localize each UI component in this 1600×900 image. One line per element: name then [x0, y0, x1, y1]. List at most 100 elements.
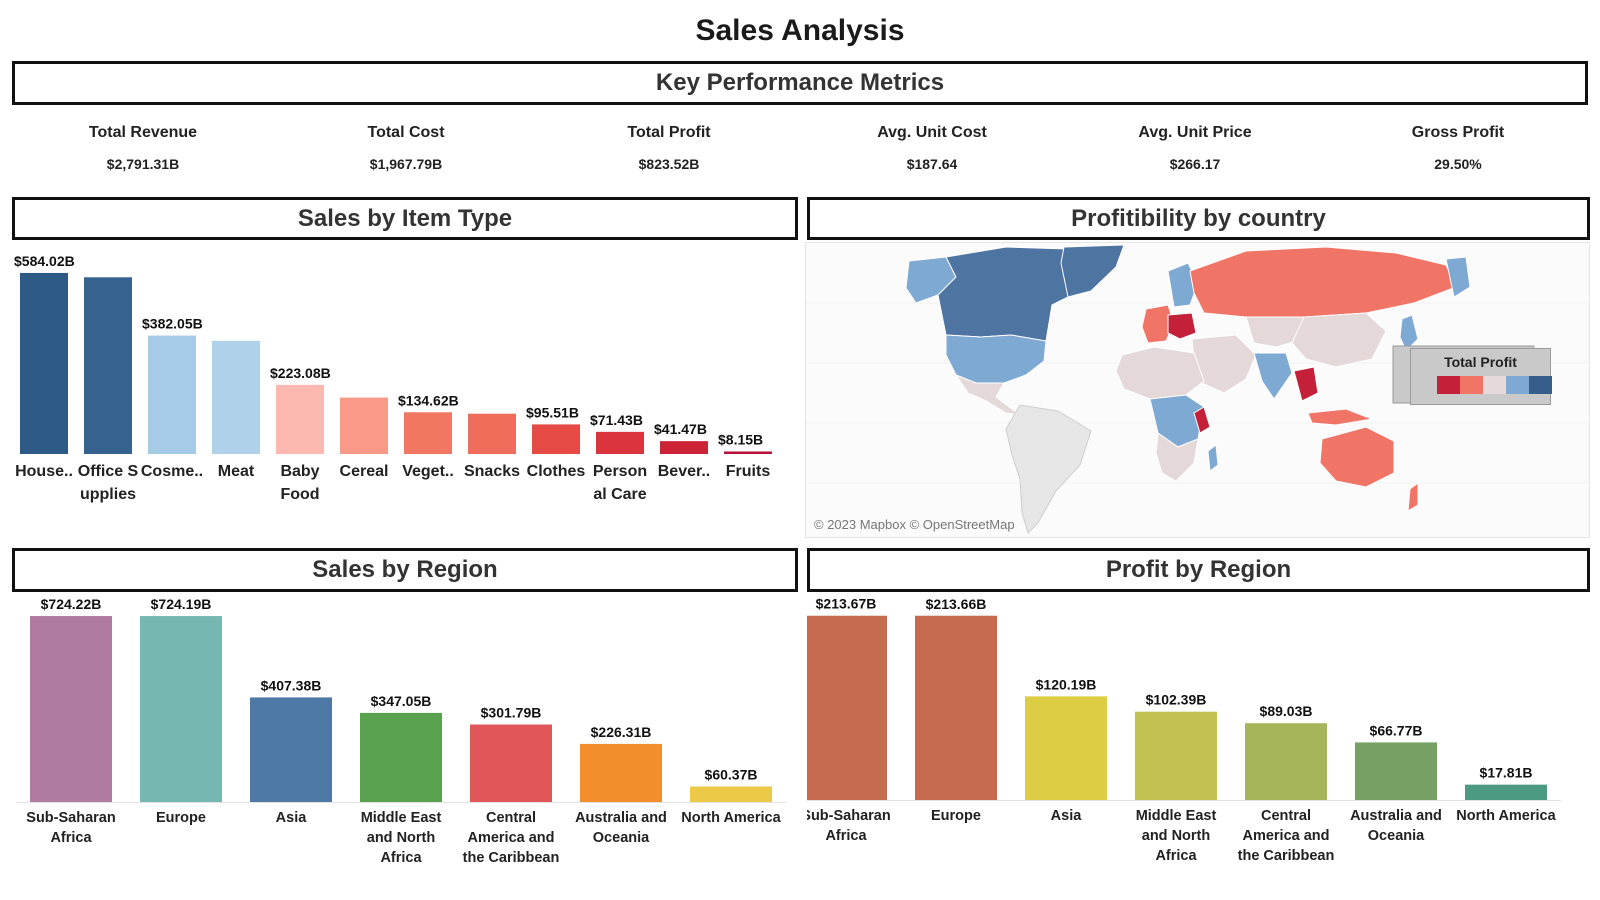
- bar-personal-care[interactable]: [596, 431, 644, 454]
- map-africa-south[interactable]: [1155, 432, 1199, 482]
- data-label: $95.51B: [526, 404, 579, 420]
- bar-sub-saharan-africa[interactable]: [30, 616, 112, 802]
- category-label: Australia and: [1350, 808, 1442, 824]
- legend-swatch: [1437, 376, 1460, 394]
- category-label: America and: [467, 830, 554, 846]
- bar-meat[interactable]: [212, 340, 260, 454]
- category-label: Europe: [156, 810, 206, 826]
- map-new-zealand[interactable]: [1407, 482, 1419, 512]
- category-label: Sub-Saharan: [26, 810, 115, 826]
- legend-color-scale: [1437, 376, 1552, 394]
- legend-swatch: [1483, 376, 1506, 394]
- data-label: $134.62B: [398, 392, 459, 408]
- category-label: Central: [486, 810, 536, 826]
- map-indonesia[interactable]: [1307, 408, 1374, 426]
- map-western-europe[interactable]: [1141, 304, 1175, 344]
- map-central-europe[interactable]: [1167, 312, 1197, 340]
- bar-office-supplies[interactable]: [84, 277, 132, 454]
- data-label: $8.15B: [718, 431, 763, 447]
- region-sales-chart-header: Sales by Region: [12, 548, 798, 592]
- bar-asia[interactable]: [1025, 696, 1107, 800]
- legend-title: Total Profit: [1444, 354, 1517, 370]
- bar-australia-and-oceania[interactable]: [580, 743, 662, 802]
- bar-clothes[interactable]: [532, 424, 580, 454]
- bar-central-america-and-the-caribbean[interactable]: [1245, 723, 1327, 800]
- map-greenland[interactable]: [1060, 244, 1125, 298]
- bar-cereal[interactable]: [340, 397, 388, 454]
- bar-north-america[interactable]: [690, 786, 772, 802]
- map-madagascar[interactable]: [1207, 444, 1219, 472]
- category-label: upplies: [80, 486, 136, 503]
- bar-cosme-[interactable]: [148, 335, 196, 454]
- bar-europe[interactable]: [140, 616, 222, 802]
- map-header: Profitibility by country: [807, 197, 1590, 240]
- map-southeast-asia[interactable]: [1293, 366, 1319, 402]
- bar-veget-[interactable]: [404, 412, 452, 454]
- map-kamchatka[interactable]: [1445, 256, 1471, 298]
- bar-asia[interactable]: [250, 697, 332, 802]
- map-china[interactable]: [1291, 312, 1387, 368]
- data-label: $213.66B: [926, 596, 987, 612]
- data-label: $17.81B: [1480, 765, 1533, 781]
- region-sales-chart-title: Sales by Region: [312, 556, 498, 583]
- category-label: Fruits: [726, 463, 771, 480]
- map-legend-panel: Total Profit: [1410, 348, 1552, 405]
- map-middle-east[interactable]: [1191, 334, 1257, 394]
- category-label: Clothes: [527, 463, 586, 480]
- category-label: America and: [1242, 828, 1329, 844]
- bar-snacks[interactable]: [468, 413, 516, 454]
- category-label: Baby: [280, 463, 319, 480]
- bar-middle-east-and-north-africa[interactable]: [360, 712, 442, 802]
- dashboard-title: Sales Analysis: [695, 14, 905, 47]
- data-label: $89.03B: [1260, 703, 1313, 719]
- kpi-total-revenue: Total Revenue $2,791.31B: [23, 124, 263, 172]
- bar-central-america-and-the-caribbean[interactable]: [470, 724, 552, 802]
- kpi-avg-unit-cost: Avg. Unit Cost $187.64: [812, 124, 1052, 172]
- bar-sub-saharan-africa[interactable]: [807, 615, 887, 800]
- legend-swatch: [1529, 376, 1552, 394]
- data-label: $41.47B: [654, 421, 707, 437]
- data-label: $60.37B: [705, 766, 758, 782]
- bar-australia-and-oceania[interactable]: [1355, 742, 1437, 800]
- data-label: $226.31B: [591, 724, 652, 740]
- data-label: $71.43B: [590, 412, 643, 428]
- data-label: $301.79B: [481, 705, 542, 721]
- bar-north-america[interactable]: [1465, 784, 1547, 800]
- category-label: Asia: [1051, 808, 1083, 824]
- kpi-section-title: Key Performance Metrics: [655, 69, 945, 96]
- bar-house-[interactable]: [20, 272, 68, 454]
- map-canada[interactable]: [937, 246, 1069, 342]
- data-label: $120.19B: [1036, 676, 1097, 692]
- bar-baby-food[interactable]: [276, 384, 324, 454]
- category-label: Middle East: [361, 810, 442, 826]
- category-label: North America: [1456, 808, 1556, 824]
- map-east-africa[interactable]: [1193, 406, 1211, 434]
- bar-middle-east-and-north-africa[interactable]: [1135, 711, 1217, 800]
- category-label: Africa: [1155, 848, 1197, 864]
- data-label: $724.22B: [41, 596, 102, 612]
- map-australia[interactable]: [1319, 426, 1395, 488]
- data-label: $724.19B: [151, 596, 212, 612]
- category-label: Office S: [78, 463, 139, 480]
- kpi-total-cost: Total Cost $1,967.79B: [286, 124, 526, 172]
- data-label: $382.05B: [142, 316, 203, 332]
- map-russia[interactable]: [1189, 246, 1457, 318]
- map-africa-north[interactable]: [1115, 346, 1205, 400]
- bar-bever-[interactable]: [660, 441, 708, 454]
- category-label: North America: [681, 810, 781, 826]
- map-japan[interactable]: [1399, 314, 1419, 352]
- bar-fruits[interactable]: [724, 451, 772, 454]
- kpi-gross-profit: Gross Profit 29.50%: [1338, 124, 1578, 172]
- map-india[interactable]: [1253, 352, 1293, 400]
- map-usa[interactable]: [945, 334, 1047, 384]
- legend-swatch: [1506, 376, 1529, 394]
- bar-europe[interactable]: [915, 615, 997, 800]
- sales-by-item-type-chart: $584.02B House.. Office S upplies $382.05B Co…: [14, 253, 772, 503]
- kpi-label: Total Cost: [367, 124, 445, 141]
- profitability-map[interactable]: Total Profit © 2023 Mapbox © OpenStreetM…: [805, 242, 1590, 538]
- map-central-asia[interactable]: [1245, 316, 1307, 348]
- profit-by-region-chart: $213.67B Sub-Saharan Africa $213.66B Europe $…: [807, 596, 1561, 864]
- map-south-america[interactable]: [1005, 404, 1092, 534]
- category-label: and North: [1142, 828, 1210, 844]
- category-label: Person: [593, 463, 647, 480]
